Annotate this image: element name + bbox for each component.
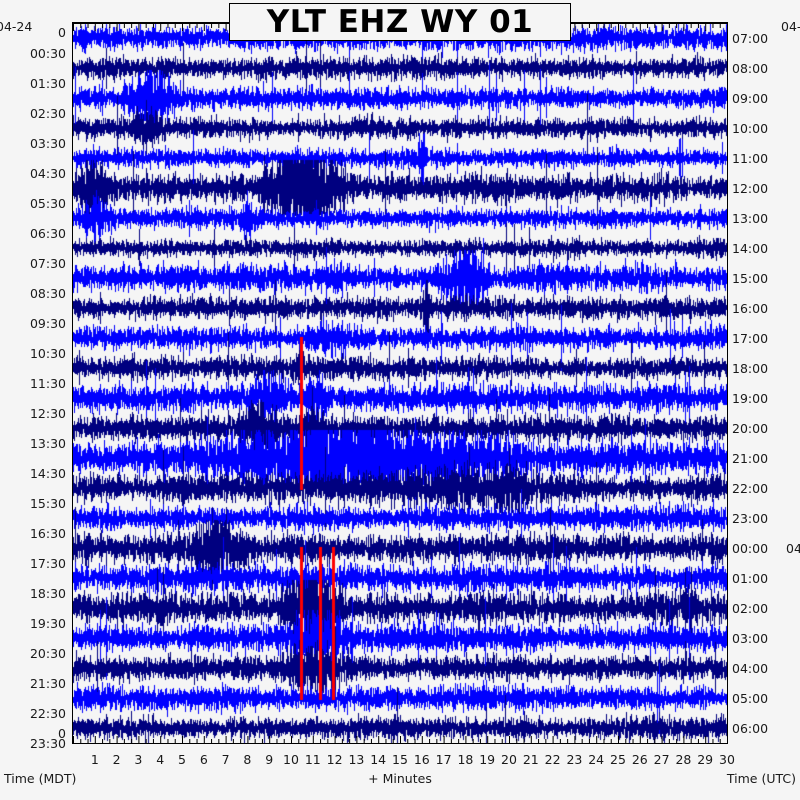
left-time-label-15: 15:30 [29, 496, 66, 511]
zero-marker-top: 0 [58, 25, 66, 40]
left-time-label-16: 16:30 [29, 526, 66, 541]
right-time-label-21: 04:00 [732, 661, 769, 676]
axis-caption-minutes: + Minutes [368, 771, 432, 786]
minute-label-17: 17 [435, 752, 452, 767]
minute-label-19: 19 [479, 752, 496, 767]
right-time-label-2: 09:00 [732, 91, 769, 106]
helicorder-plot-area[interactable] [72, 22, 728, 744]
right-time-label-3: 10:00 [732, 121, 769, 136]
right-time-label-22: 05:00 [732, 691, 769, 706]
right-time-label-5: 12:00 [732, 181, 769, 196]
right-time-label-1: 08:00 [732, 61, 769, 76]
left-time-label-17: 17:30 [29, 556, 66, 571]
left-time-label-19: 19:30 [29, 616, 66, 631]
right-time-label-7: 14:00 [732, 241, 769, 256]
minute-label-25: 25 [610, 752, 626, 767]
left-time-label-6: 06:30 [29, 226, 66, 241]
left-time-label-14: 14:30 [29, 466, 66, 481]
left-time-label-22: 22:30 [29, 706, 66, 721]
minute-label-6: 6 [199, 752, 208, 767]
left-time-label-10: 10:30 [29, 346, 66, 361]
minute-label-11: 11 [304, 752, 321, 767]
minute-label-5: 5 [178, 752, 186, 767]
seismogram-traces [73, 23, 727, 743]
minute-label-18: 18 [457, 752, 474, 767]
right-time-label-23: 06:00 [732, 721, 769, 736]
minute-label-15: 15 [392, 752, 408, 767]
minute-label-9: 9 [265, 752, 274, 767]
left-time-label-4: 04:30 [29, 166, 66, 181]
page-title: YLT EHZ WY 01 [266, 4, 534, 40]
minute-label-13: 13 [348, 752, 365, 767]
right-time-label-9: 16:00 [732, 301, 769, 316]
minute-label-26: 26 [631, 752, 648, 767]
right-time-label-8: 15:00 [732, 271, 769, 286]
right-time-label-6: 13:00 [732, 211, 769, 226]
right-time-label-10: 17:00 [732, 331, 769, 346]
right-time-label-16: 23:00 [732, 511, 769, 526]
right-time-label-19: 02:00 [732, 601, 769, 616]
right-time-label-13: 20:00 [732, 421, 769, 436]
minute-label-28: 28 [675, 752, 692, 767]
minute-label-20: 20 [501, 752, 517, 767]
minute-label-27: 27 [653, 752, 670, 767]
minute-label-10: 10 [283, 752, 299, 767]
left-time-label-21: 21:30 [29, 676, 66, 691]
minute-label-21: 21 [522, 752, 539, 767]
left-time-label-20: 20:30 [29, 646, 66, 661]
minute-label-30: 30 [719, 752, 735, 767]
minute-label-1: 1 [90, 752, 99, 767]
zero-marker-bottom: 0 [58, 726, 66, 741]
minute-label-12: 12 [326, 752, 343, 767]
minute-label-29: 29 [697, 752, 714, 767]
axis-caption-utc: Time (UTC) [726, 771, 796, 786]
left-time-label-9: 09:30 [29, 316, 66, 331]
left-time-label-2: 02:30 [29, 106, 66, 121]
left-time-label-8: 08:30 [29, 286, 66, 301]
left-time-label-1: 01:30 [29, 76, 66, 91]
left-time-label-11: 11:30 [29, 376, 66, 391]
date-label-end: 04-25 [781, 19, 800, 34]
right-time-label-18: 01:00 [732, 571, 769, 586]
left-time-label-12: 12:30 [29, 406, 66, 421]
right-time-label-15: 22:00 [732, 481, 769, 496]
right-time-label-11: 18:00 [732, 361, 769, 376]
minute-label-4: 4 [156, 752, 165, 767]
left-time-label-13: 13:30 [29, 436, 66, 451]
minute-label-24: 24 [588, 752, 605, 767]
minute-label-3: 3 [134, 752, 143, 767]
minute-label-8: 8 [243, 752, 252, 767]
minute-label-2: 2 [112, 752, 121, 767]
axis-caption-mdt: Time (MDT) [4, 771, 77, 786]
date-label-rollover: 04-25 [786, 541, 800, 556]
minute-label-22: 22 [544, 752, 561, 767]
minute-label-14: 14 [370, 752, 387, 767]
minute-label-23: 23 [566, 752, 583, 767]
minute-label-16: 16 [413, 752, 430, 767]
left-time-label-18: 18:30 [29, 586, 66, 601]
left-time-label-7: 07:30 [29, 256, 66, 271]
right-time-label-12: 19:00 [732, 391, 769, 406]
date-label-start: 04-24 [0, 19, 33, 34]
right-time-label-4: 11:00 [732, 151, 769, 166]
right-time-label-17: 00:00 [732, 541, 769, 556]
left-time-label-3: 03:30 [29, 136, 66, 151]
chart-title-box: YLT EHZ WY 01 [229, 3, 571, 41]
right-time-label-14: 21:00 [732, 451, 769, 466]
left-time-label-23: 23:30 [29, 736, 66, 751]
right-time-label-0: 07:00 [732, 31, 769, 46]
right-time-label-20: 03:00 [732, 631, 769, 646]
left-time-label-0: 00:30 [29, 46, 66, 61]
left-time-label-5: 05:30 [29, 196, 66, 211]
minute-label-7: 7 [221, 752, 230, 767]
